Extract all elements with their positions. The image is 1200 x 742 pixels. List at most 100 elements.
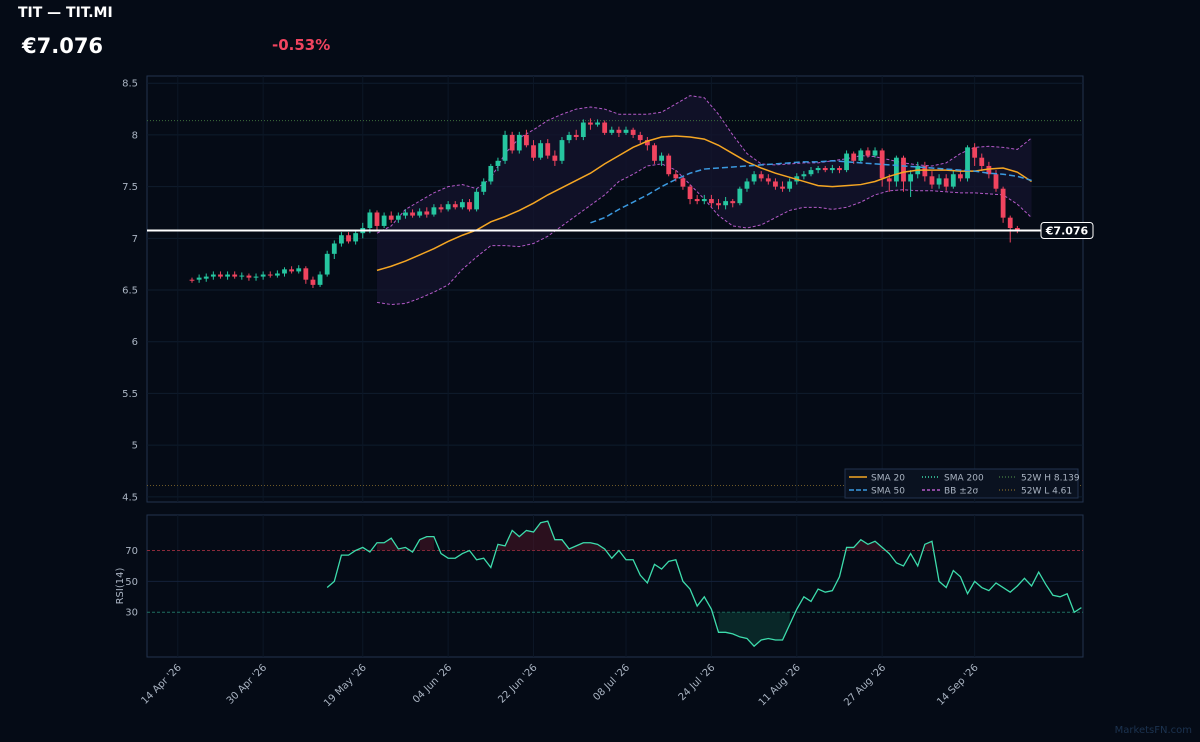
candle-body xyxy=(495,160,501,166)
candle-body xyxy=(808,170,814,175)
candle-body xyxy=(410,212,415,216)
candle-body xyxy=(310,279,316,285)
candle-body xyxy=(246,275,252,278)
candle-body xyxy=(210,274,216,277)
price-tick-label: 8 xyxy=(132,130,138,141)
candle-body xyxy=(516,134,522,151)
date-tick-label: 14 Sep '26 xyxy=(935,662,981,708)
candle-body xyxy=(872,150,878,156)
price-tick-label: 4.5 xyxy=(122,492,138,503)
last-price-tag xyxy=(1040,221,1094,239)
candle-body xyxy=(787,181,793,189)
rsi-tick-label: 30 xyxy=(125,608,138,619)
candle-body xyxy=(851,153,857,161)
candle-body xyxy=(737,188,743,204)
price-tick-label: 5 xyxy=(132,441,138,452)
date-tick-label: 27 Aug '26 xyxy=(842,662,888,708)
candle-body xyxy=(388,215,394,220)
legend-52w-low-label: 52W L 4.61 xyxy=(1021,487,1072,497)
candle-body xyxy=(922,165,928,177)
date-tick-label: 04 Jun '26 xyxy=(411,662,454,705)
candle-body xyxy=(901,157,906,182)
candle-body xyxy=(943,178,949,187)
candle-body xyxy=(687,186,693,200)
price-tick-label: 6.5 xyxy=(122,286,138,297)
date-tick-label: 19 May '26 xyxy=(322,662,369,709)
candle-body xyxy=(459,202,465,208)
rsi-oversold-fill xyxy=(718,612,790,647)
candle-body xyxy=(538,143,544,158)
candle-body xyxy=(580,122,586,138)
candle-body xyxy=(829,168,835,171)
candle-body xyxy=(865,150,871,156)
date-tick-label: 14 Apr '26 xyxy=(139,662,183,706)
candle-body xyxy=(637,134,643,141)
candle-body xyxy=(524,134,529,146)
candle-body xyxy=(644,140,650,146)
candle-body xyxy=(751,174,757,182)
candle-body xyxy=(339,235,344,244)
candle-body xyxy=(773,181,778,187)
candle-body xyxy=(431,207,437,215)
candle-body xyxy=(424,211,430,215)
candle-body xyxy=(680,178,686,187)
price-tick-label: 7 xyxy=(132,234,138,245)
candle-body xyxy=(502,134,508,161)
candle-body xyxy=(958,174,963,179)
candle-body xyxy=(203,276,209,279)
candle-body xyxy=(588,122,593,125)
candle-body xyxy=(858,150,864,161)
candle-body xyxy=(701,199,707,202)
candle-body xyxy=(253,276,259,278)
candle-body xyxy=(929,176,935,185)
candle-body xyxy=(623,129,629,133)
candle-body xyxy=(403,212,408,216)
candle-body xyxy=(950,174,956,187)
candle-body xyxy=(979,157,985,166)
candle-body xyxy=(395,215,401,220)
legend-sma50-label: SMA 50 xyxy=(871,487,905,497)
candle-body xyxy=(267,274,273,276)
date-tick-label: 30 Apr '26 xyxy=(225,662,269,706)
chart-title: TIT — TIT.MI xyxy=(18,5,113,21)
date-tick-label: 08 Jul '26 xyxy=(591,662,632,703)
candle-body xyxy=(815,168,821,171)
candle-body xyxy=(509,134,515,151)
candle-body xyxy=(1000,188,1006,218)
candle-body xyxy=(630,129,636,135)
candle-body xyxy=(374,212,380,226)
candle-body xyxy=(879,150,885,179)
candle-body xyxy=(652,145,657,161)
rsi-line xyxy=(326,520,1082,648)
price-tick-label: 7.5 xyxy=(122,182,138,193)
candle-body xyxy=(566,134,572,141)
legend-box xyxy=(844,468,1079,499)
candle-body xyxy=(474,191,479,210)
candle-body xyxy=(595,122,600,125)
candle-body xyxy=(225,274,230,277)
candle-body xyxy=(993,174,999,189)
legend-sma20-label: SMA 20 xyxy=(871,474,905,484)
legend-bb-label: BB ±2σ xyxy=(944,487,978,497)
candle-body xyxy=(467,202,472,210)
candle-body xyxy=(573,134,579,138)
candle-body xyxy=(317,274,323,285)
candle-body xyxy=(893,157,899,182)
candle-body xyxy=(417,211,423,216)
candle-body xyxy=(367,212,373,228)
candle-body xyxy=(886,178,892,182)
legend-52w-high-label: 52W H 8.139 xyxy=(1021,474,1080,484)
candle-body xyxy=(1014,227,1020,231)
rsi-overbought-fill xyxy=(924,541,932,551)
candle-body xyxy=(723,201,729,206)
candle-body xyxy=(545,143,551,156)
candle-body xyxy=(758,174,764,179)
candle-body xyxy=(765,178,771,182)
candle-body xyxy=(659,155,664,161)
candle-body xyxy=(673,174,679,179)
candle-body xyxy=(716,203,721,206)
candle-body xyxy=(438,207,444,210)
candle-body xyxy=(346,235,351,242)
date-tick-label: 24 Jul '26 xyxy=(677,662,718,703)
